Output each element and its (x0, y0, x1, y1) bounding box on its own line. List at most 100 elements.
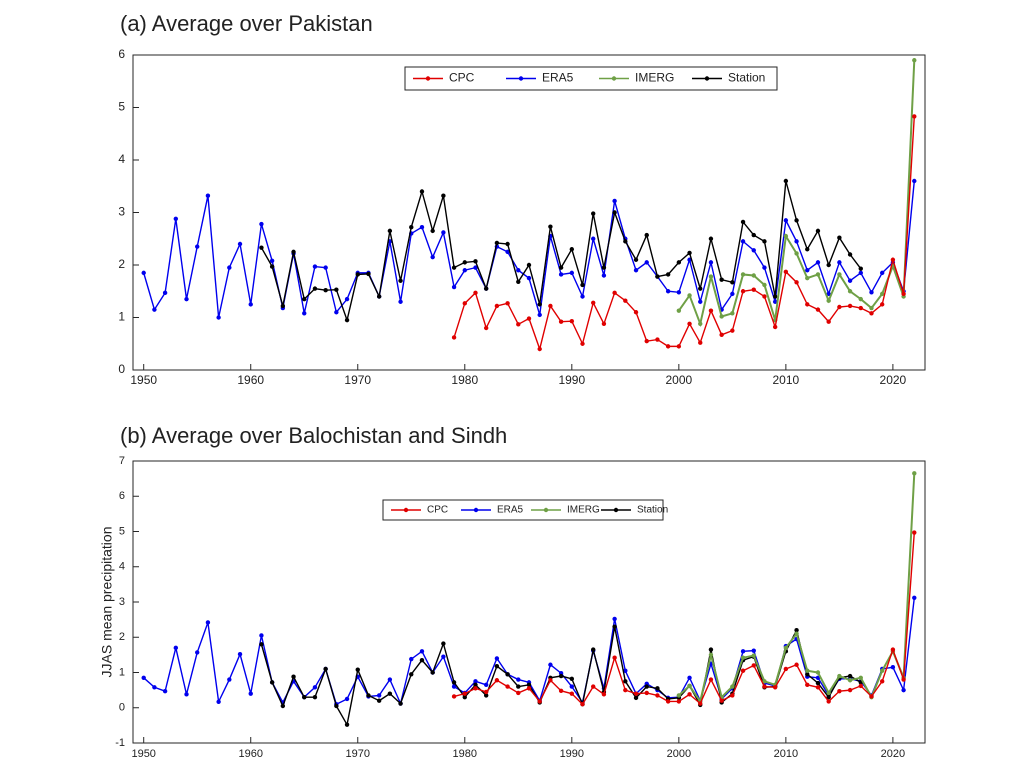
data-point (430, 254, 435, 260)
data-point (441, 193, 446, 198)
data-point (162, 688, 168, 694)
data-point (526, 275, 532, 281)
data-point (730, 311, 735, 316)
y-tick-label: 4 (119, 561, 125, 573)
data-point (730, 291, 735, 297)
data-point (516, 684, 521, 689)
data-point (387, 691, 393, 696)
data-point (794, 631, 799, 636)
data-point (291, 249, 296, 255)
data-point (858, 675, 863, 680)
x-tick-label: 2020 (880, 373, 907, 387)
data-point (366, 271, 371, 277)
data-point (730, 328, 735, 333)
legend-marker (543, 507, 549, 513)
data-point (676, 699, 682, 704)
data-point (730, 280, 735, 285)
data-point (205, 193, 211, 198)
legend-marker (473, 507, 479, 513)
data-point (494, 240, 500, 246)
data-point (708, 652, 714, 658)
data-point (762, 239, 767, 244)
data-point (644, 260, 649, 265)
data-point (847, 678, 853, 683)
data-point (912, 114, 917, 119)
data-point (783, 218, 789, 223)
data-point (740, 272, 746, 277)
data-point (291, 674, 296, 679)
data-point (505, 241, 510, 247)
data-point (173, 645, 179, 651)
data-point (473, 265, 478, 270)
data-point (312, 694, 318, 700)
data-point (195, 650, 200, 655)
data-point (580, 294, 585, 299)
data-point (451, 684, 457, 689)
data-point (847, 687, 853, 693)
data-point (462, 694, 467, 700)
data-point (847, 673, 853, 679)
data-point (612, 198, 617, 204)
data-point (708, 236, 714, 241)
data-point (772, 294, 778, 299)
data-point (580, 341, 585, 346)
data-point (344, 722, 350, 727)
data-point (344, 317, 350, 323)
data-point (184, 296, 189, 302)
data-point (601, 265, 607, 270)
data-point (505, 684, 510, 689)
legend-box (404, 66, 778, 91)
data-point (355, 272, 360, 277)
data-point (280, 303, 286, 309)
y-tick-label: 1 (119, 666, 125, 678)
data-point (879, 270, 885, 276)
data-point (558, 688, 564, 694)
data-point (280, 703, 286, 709)
y-tick-label: 6 (118, 47, 125, 61)
data-point (676, 344, 682, 349)
legend-marker (704, 76, 710, 81)
data-point (580, 702, 585, 707)
y-tick-label: 3 (119, 596, 125, 608)
y-tick-label: 3 (118, 205, 125, 219)
data-point (815, 685, 821, 690)
data-point (687, 675, 692, 680)
data-point (259, 221, 264, 227)
data-point (847, 252, 853, 257)
data-point (312, 264, 318, 269)
data-point (879, 679, 885, 684)
data-point (248, 691, 253, 696)
legend-label: IMERG (567, 505, 600, 516)
data-point (601, 692, 607, 697)
legend-label: IMERG (635, 71, 674, 85)
data-point (858, 305, 863, 311)
data-point (847, 303, 853, 309)
data-point (805, 247, 810, 252)
data-point (698, 701, 703, 706)
data-point (676, 308, 682, 313)
data-point (516, 268, 521, 273)
data-point (548, 662, 553, 667)
data-point (730, 693, 735, 698)
data-point (698, 299, 703, 304)
data-point (633, 310, 639, 315)
data-point (494, 303, 500, 309)
data-point (473, 682, 478, 688)
data-point (398, 278, 403, 283)
data-point (751, 273, 756, 278)
data-point (376, 698, 382, 703)
data-point (783, 645, 789, 651)
data-point (751, 287, 756, 292)
data-point (762, 282, 767, 288)
data-point (141, 675, 146, 680)
data-point (805, 672, 810, 677)
data-point (826, 298, 831, 303)
data-point (451, 335, 457, 340)
data-point (419, 225, 425, 230)
data-point (227, 265, 232, 270)
data-point (591, 684, 596, 689)
data-point (762, 294, 767, 299)
data-point (526, 262, 532, 268)
data-point (419, 657, 425, 663)
